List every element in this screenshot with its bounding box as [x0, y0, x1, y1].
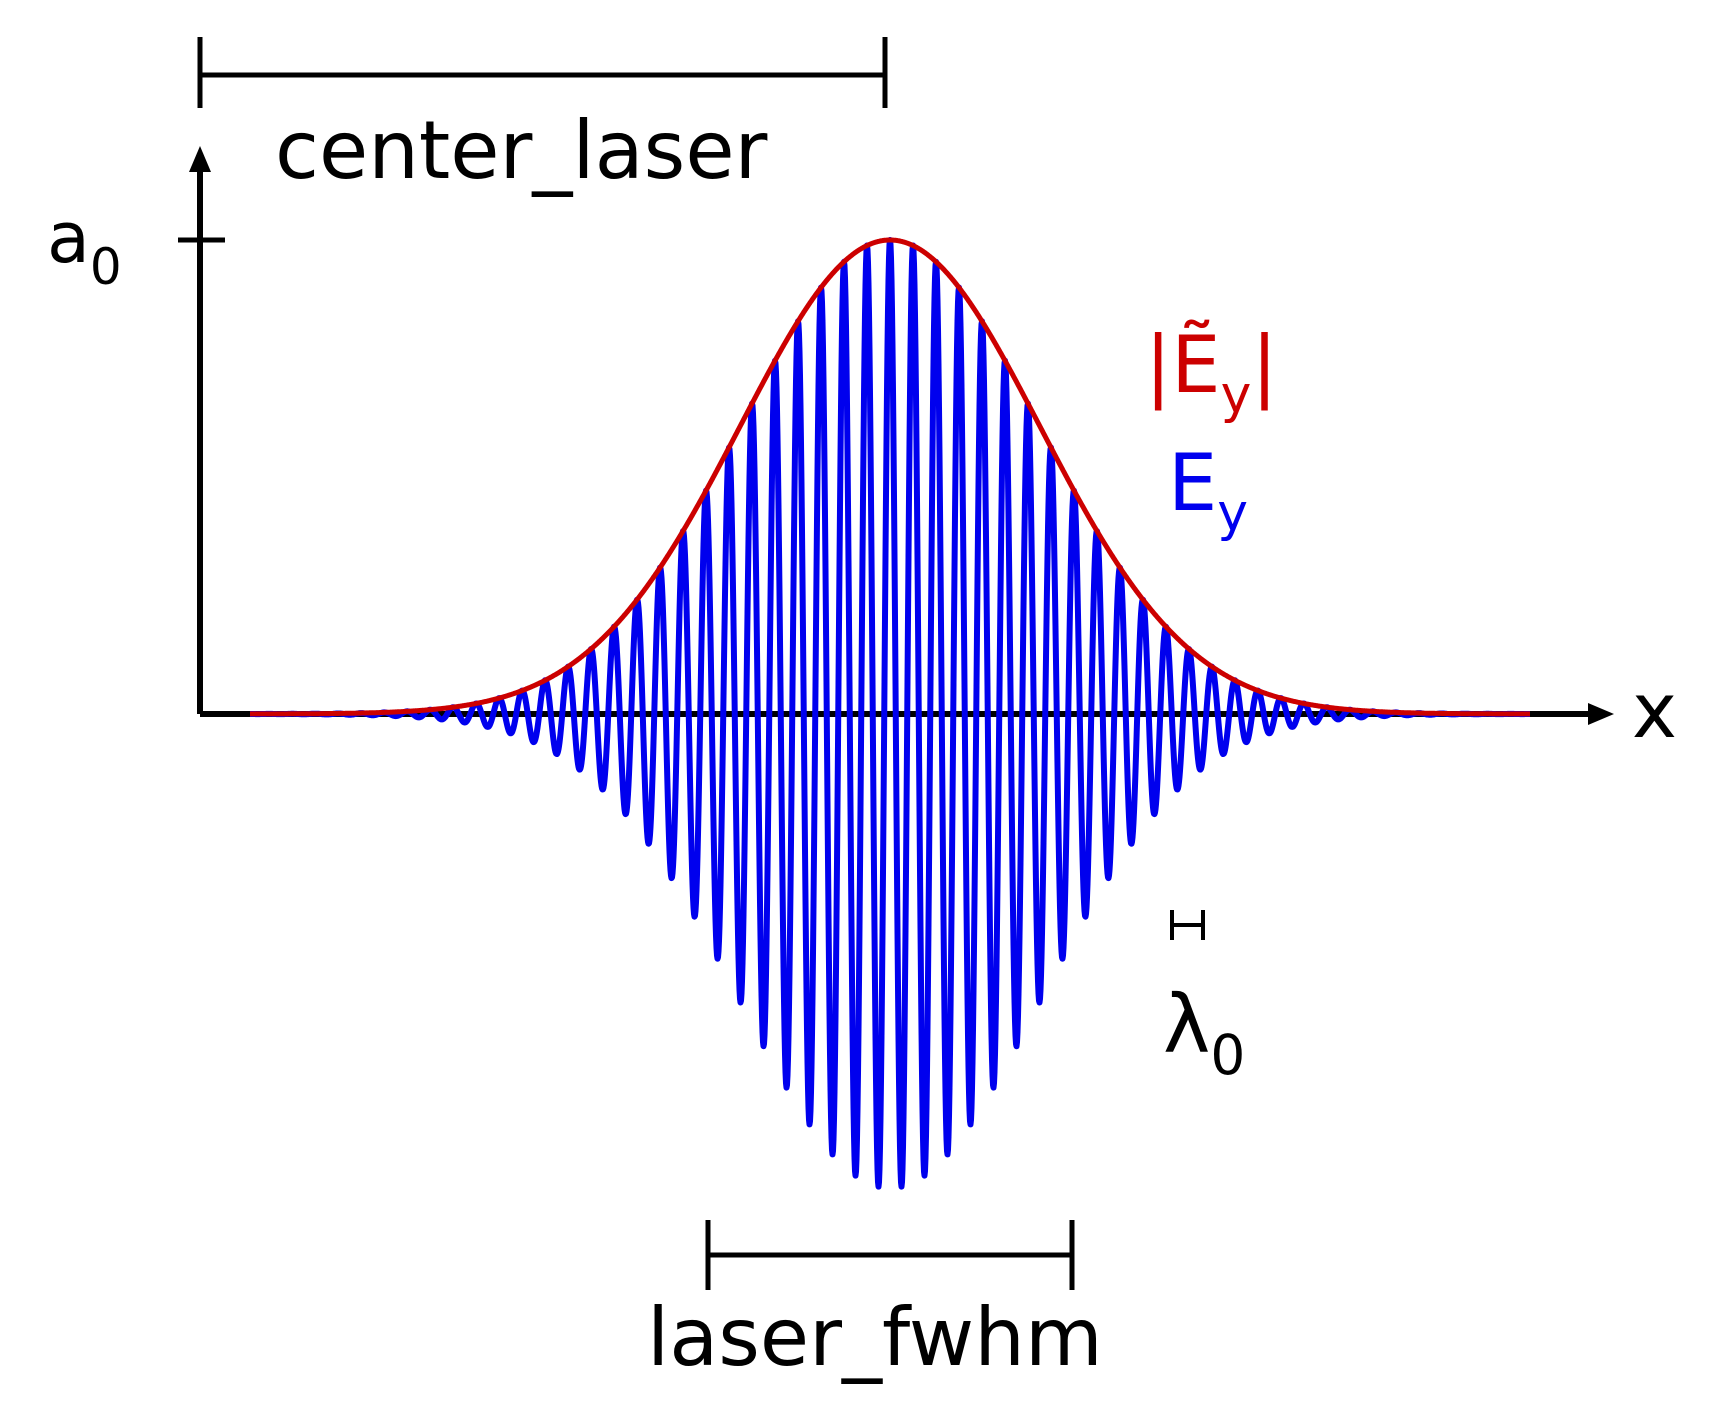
envelope-legend-label: |Ẽy|	[1145, 319, 1278, 425]
wavelength-marker	[1170, 910, 1205, 940]
amplitude-label: a0	[47, 197, 122, 296]
wavelength-label: λ0	[1163, 978, 1245, 1087]
field-legend-label: Ey	[1168, 439, 1248, 543]
y-axis-arrow-icon	[189, 146, 211, 172]
x-axis-arrow-icon	[1588, 703, 1614, 725]
laser-fwhm-marker	[705, 1220, 1075, 1290]
envelope-curve	[250, 237, 1530, 717]
center-laser-marker	[197, 37, 888, 108]
x-axis-label: x	[1632, 666, 1677, 755]
y-axis	[178, 146, 225, 714]
laser-fwhm-label: laser_fwhm	[647, 1291, 1103, 1384]
center-laser-label: center_laser	[275, 104, 768, 197]
